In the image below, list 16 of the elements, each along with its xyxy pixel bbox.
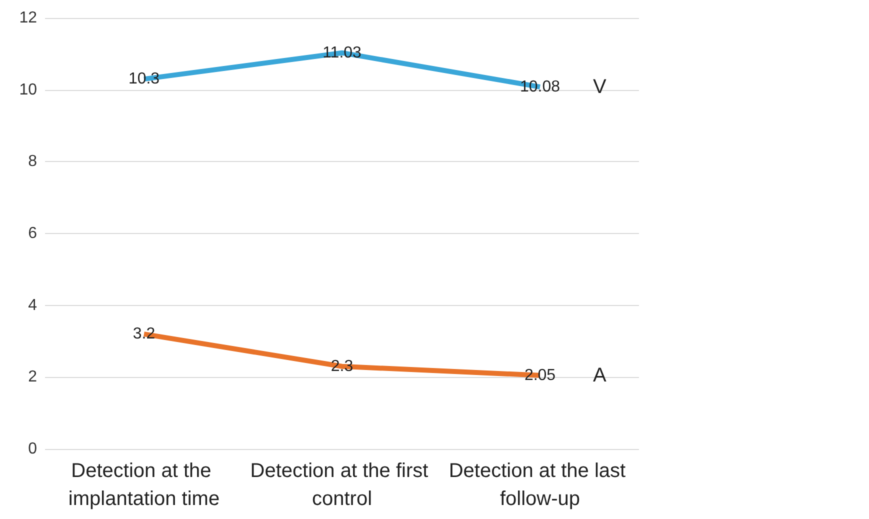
y-tick-label: 0 — [28, 440, 38, 458]
data-label: 10.08 — [520, 78, 560, 96]
y-tick-label: 8 — [28, 153, 38, 170]
x-tick-label: Detection at the last follow-up — [448, 460, 632, 510]
x-tick-label: Detection at the first control — [250, 460, 434, 510]
y-tick-label: 12 — [19, 10, 38, 26]
y-tick-label: 2 — [28, 368, 38, 386]
data-label: 2.05 — [524, 366, 556, 384]
text: A — [593, 364, 607, 386]
data-label: 10.3 — [128, 70, 160, 88]
text: V — [593, 76, 607, 98]
data-label: 3.2 — [132, 326, 156, 343]
y-tick-label: 6 — [28, 225, 38, 242]
x-tick-label: Detection at the implantation time — [68, 460, 220, 510]
y-tick-label: 10 — [19, 81, 38, 98]
y-tick-label: 4 — [28, 296, 38, 314]
